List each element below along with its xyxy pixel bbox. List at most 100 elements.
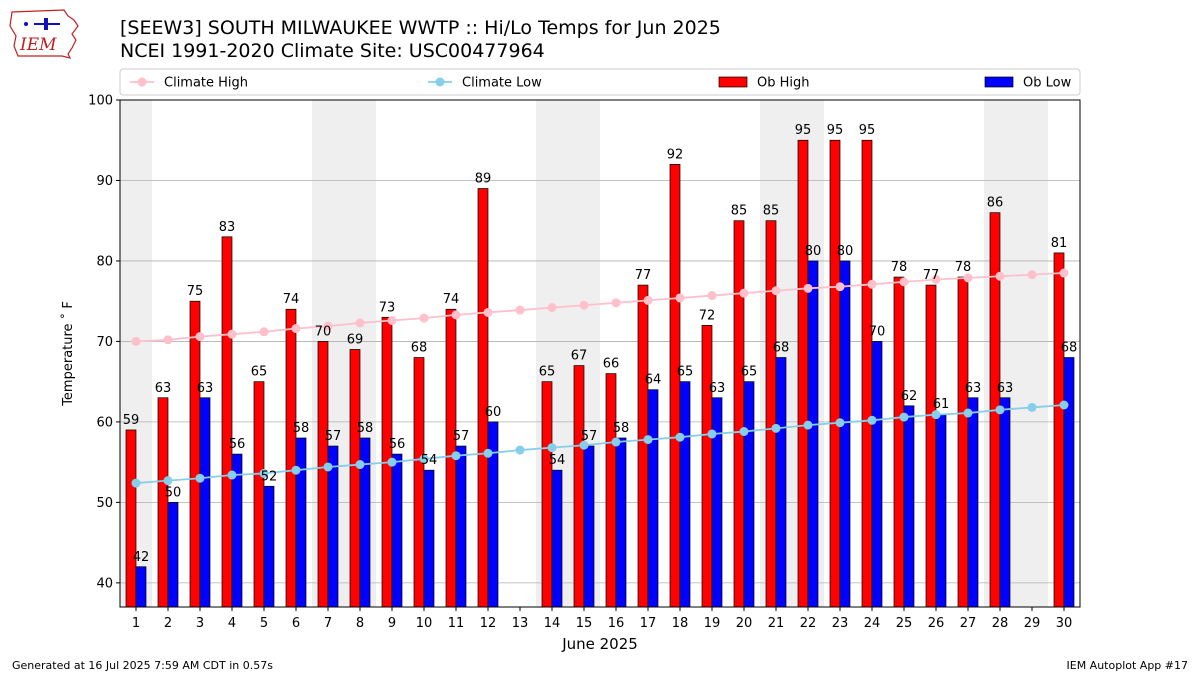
y-tick-label: 100	[88, 94, 113, 109]
ob-high-bar	[669, 164, 681, 608]
ob-low-bar-label: 56	[389, 437, 406, 452]
climate-low-point	[355, 460, 365, 470]
climate-low-point	[227, 470, 237, 480]
ob-low-bar	[935, 413, 947, 608]
x-tick-label: 19	[704, 616, 721, 631]
climate-low-point	[323, 462, 333, 472]
ob-high-bar	[157, 397, 169, 608]
ob-high-bar-label: 59	[123, 413, 140, 428]
climate-low-point	[547, 443, 557, 453]
ob-low-bar-label: 68	[773, 341, 790, 356]
climate-low-point	[963, 408, 973, 418]
climate-low-point	[675, 432, 685, 442]
x-tick-label: 18	[672, 616, 689, 631]
climate-high-point	[963, 273, 973, 283]
ob-high-bar	[541, 381, 553, 608]
x-tick-label: 3	[196, 616, 204, 631]
ob-high-bar-label: 63	[155, 381, 172, 396]
x-tick-label: 26	[928, 616, 945, 631]
climate-high-point	[611, 298, 621, 308]
climate-low-point	[867, 415, 877, 425]
climate-high-point	[579, 300, 589, 310]
climate-high-point	[451, 310, 461, 320]
climate-low-point	[899, 412, 909, 422]
ob-high-bar	[637, 284, 649, 608]
climate-low-line	[135, 404, 1065, 484]
climate-high-point	[483, 307, 493, 317]
ob-low-bar-label: 60	[485, 405, 502, 420]
ob-low-bar-label: 63	[709, 381, 726, 396]
ob-high-bar-label: 78	[891, 260, 908, 275]
x-tick-label: 7	[324, 616, 332, 631]
ob-high-bar	[349, 349, 361, 608]
climate-high-point	[515, 305, 525, 315]
climate-low-point	[131, 478, 141, 488]
ob-high-bar-label: 85	[763, 204, 780, 219]
ob-high-bar-label: 74	[443, 292, 460, 307]
climate-high-point	[675, 293, 685, 303]
climate-high-point	[643, 295, 653, 305]
ob-high-bar	[861, 139, 873, 608]
climate-high-point	[1059, 268, 1069, 278]
ob-low-bar-label: 61	[933, 397, 950, 412]
y-tick-label: 40	[96, 576, 113, 591]
ob-low-bar-label: 54	[549, 453, 566, 468]
x-tick-label: 12	[480, 616, 497, 631]
ob-high-bar-label: 89	[475, 172, 492, 187]
ob-low-bar	[263, 485, 275, 608]
ob-high-bar-label: 77	[635, 268, 652, 283]
ob-low-bar-label: 50	[165, 485, 182, 500]
legend-box	[119, 68, 1081, 96]
climate-low-point	[291, 465, 301, 475]
ob-high-bar	[701, 324, 713, 608]
ob-high-bar	[573, 365, 585, 608]
ob-high-bar-label: 65	[251, 365, 268, 380]
climate-high-point	[131, 336, 141, 346]
bar-labels: 59 42 63 50 75 63 83 56 65 52 74 58 70 57 69 58 73 56 68 54…	[123, 123, 1078, 565]
ob-high-bar	[733, 220, 745, 608]
ob-high-bar	[285, 308, 297, 608]
x-axis-label: June 2025	[561, 635, 638, 653]
climate-low-point	[835, 418, 845, 428]
y-tick-label: 90	[96, 174, 113, 189]
ob-high-bar	[893, 276, 905, 608]
ob-high-bar	[189, 300, 201, 608]
legend-ob-high-label: Ob High	[757, 76, 810, 91]
plot-frame	[119, 99, 1081, 608]
x-tick-label: 8	[356, 616, 364, 631]
climate-low-point	[1027, 402, 1037, 412]
weekend-band	[1016, 100, 1048, 607]
climate-high-point	[355, 318, 365, 328]
climate-high-point	[931, 274, 941, 284]
climate-high-point	[867, 279, 877, 289]
y-axis-label: Temperature ˚ F	[60, 301, 76, 407]
legend-ob-low-label: Ob Low	[1023, 76, 1072, 91]
climate-high-point	[547, 303, 557, 313]
y-tick-label: 50	[96, 496, 113, 511]
x-tick-label: 21	[768, 616, 785, 631]
x-tick-label: 6	[292, 616, 300, 631]
ob-low-bar-label: 70	[869, 324, 886, 339]
climate-high-point	[803, 283, 813, 293]
climate-low-point	[163, 476, 173, 486]
ob-high-bar-label: 95	[827, 123, 844, 138]
climate-low-point	[771, 423, 781, 433]
climate-high-point	[995, 271, 1005, 281]
ob-high-bar-label: 75	[187, 284, 204, 299]
ob-high-bar	[1053, 252, 1065, 608]
ob-low-bar	[679, 381, 691, 608]
ob-low-bar	[167, 502, 179, 608]
legend: Climate High Climate Low Ob High Ob Low	[119, 68, 1081, 96]
x-tick-label: 5	[260, 616, 268, 631]
x-tick-label: 29	[1024, 616, 1041, 631]
ob-high-bar-label: 68	[411, 341, 428, 356]
ob-low-bar-label: 57	[453, 429, 470, 444]
ob-high-bar-label: 95	[859, 123, 876, 138]
ob-low-bar-label: 80	[837, 244, 854, 259]
ob-high-bar	[765, 220, 777, 608]
x-tick-label: 28	[992, 616, 1009, 631]
ob-high-bar-label: 77	[923, 268, 940, 283]
x-tick-label: 22	[800, 616, 817, 631]
